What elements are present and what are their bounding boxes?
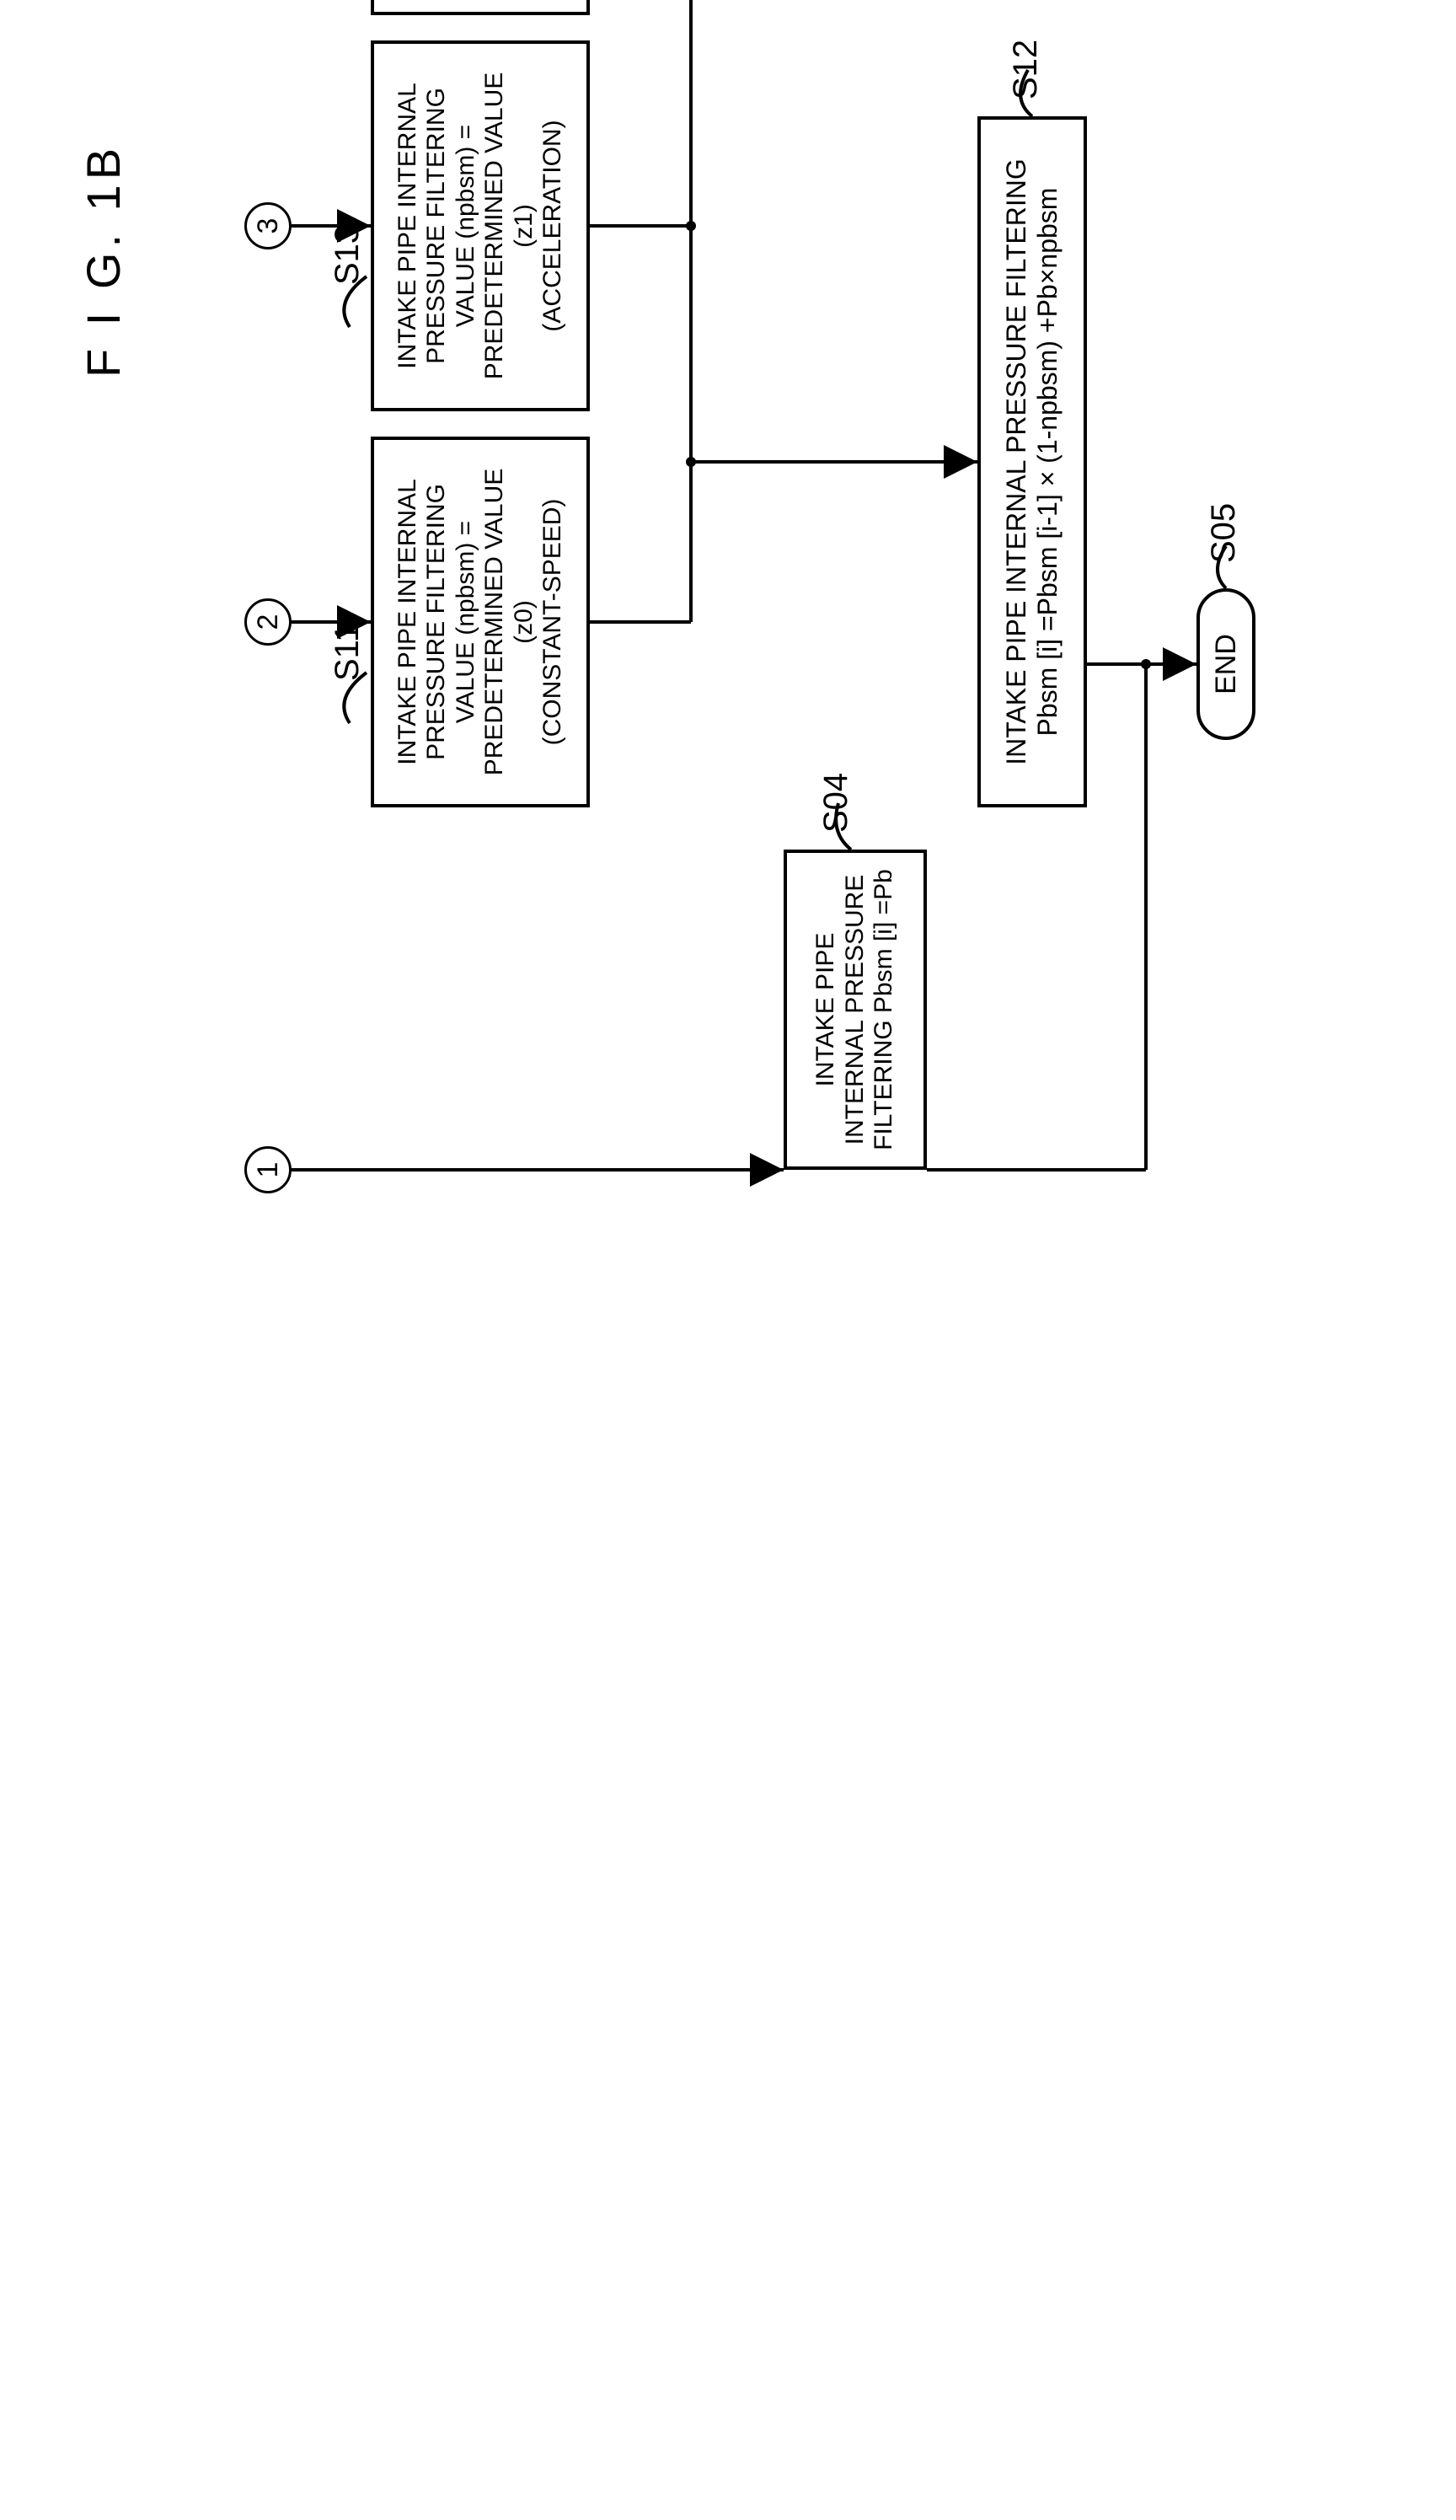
diagram-stage: F I G. 1B 1 2 3 4 5 INTAKE PIPE INTERNAL…: [0, 0, 1456, 1456]
flow-connectors: [0, 0, 1456, 1456]
